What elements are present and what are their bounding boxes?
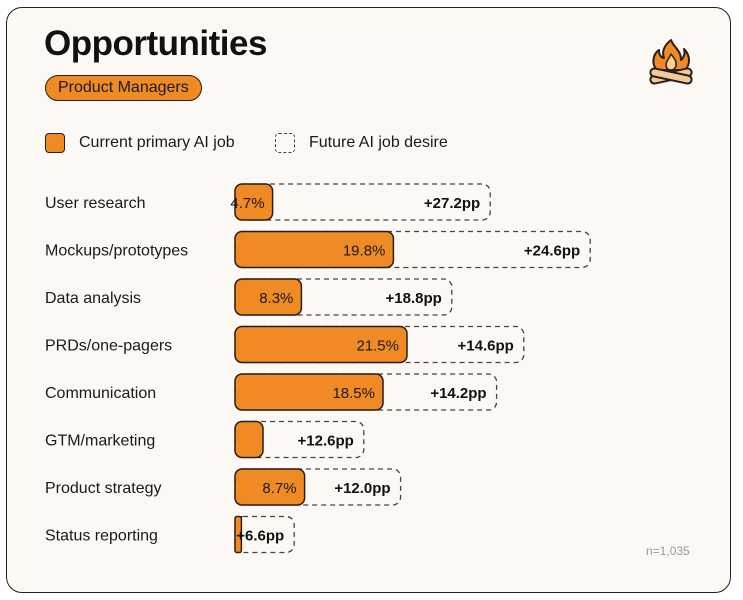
campfire-icon xyxy=(649,39,693,85)
future-bar-gtm-marketing xyxy=(234,420,365,459)
sample-size-note: n=1,035 xyxy=(646,544,690,558)
current-value-label-communication: 18.5% xyxy=(332,385,375,402)
legend-future-label: Future AI job desire xyxy=(309,134,448,151)
delta-label-data-analysis: +18.8pp xyxy=(386,290,442,307)
category-label-communication: Communication xyxy=(45,385,156,402)
legend-future: Future AI job desire xyxy=(275,131,448,155)
delta-label-product-strategy: +12.0pp xyxy=(334,480,390,497)
future-bar-user-research xyxy=(234,183,491,221)
current-bar-prds-one-pagers xyxy=(234,325,408,364)
chart-card xyxy=(6,7,731,593)
current-value-label-prds-one-pagers: 21.5% xyxy=(356,338,399,355)
chart-title: Opportunities xyxy=(44,24,267,63)
category-label-status-reporting: Status reporting xyxy=(45,528,158,545)
delta-label-mockups-prototypes: +24.6pp xyxy=(524,243,580,260)
current-bar-status-reporting xyxy=(234,515,243,554)
delta-label-communication: +14.2pp xyxy=(430,385,486,402)
legend-current-swatch xyxy=(45,133,65,153)
legend-future-swatch xyxy=(275,133,295,153)
current-bar-user-research xyxy=(234,183,274,221)
category-label-user-research: User research xyxy=(45,195,145,212)
future-bar-product-strategy xyxy=(234,468,402,506)
current-value-label-product-strategy: 8.7% xyxy=(262,480,296,497)
current-bar-data-analysis xyxy=(234,278,303,316)
category-label-data-analysis: Data analysis xyxy=(45,290,141,307)
category-label-gtm-marketing: GTM/marketing xyxy=(45,433,155,450)
delta-label-gtm-marketing: +12.6pp xyxy=(298,433,354,450)
current-bar-mockups-prototypes xyxy=(234,230,395,269)
legend-current-label: Current primary AI job xyxy=(79,134,235,151)
current-value-label-mockups-prototypes: 19.8% xyxy=(343,243,386,260)
legend-current: Current primary AI job xyxy=(45,131,235,155)
current-bar-product-strategy xyxy=(234,468,306,506)
current-value-label-data-analysis: 8.3% xyxy=(259,290,293,307)
current-bar-gtm-marketing xyxy=(234,420,264,459)
delta-label-status-reporting: +6.6pp xyxy=(236,528,284,545)
future-bar-mockups-prototypes xyxy=(234,230,591,269)
current-value-label-user-research: 4.7% xyxy=(230,195,264,212)
audience-badge: Product Managers xyxy=(45,75,202,101)
category-label-mockups-prototypes: Mockups/prototypes xyxy=(45,243,188,260)
delta-label-prds-one-pagers: +14.6pp xyxy=(458,338,514,355)
delta-label-user-research: +27.2pp xyxy=(424,195,480,212)
category-label-prds-one-pagers: PRDs/one-pagers xyxy=(45,338,172,355)
category-label-product-strategy: Product strategy xyxy=(45,480,162,497)
current-bar-communication xyxy=(234,373,384,411)
